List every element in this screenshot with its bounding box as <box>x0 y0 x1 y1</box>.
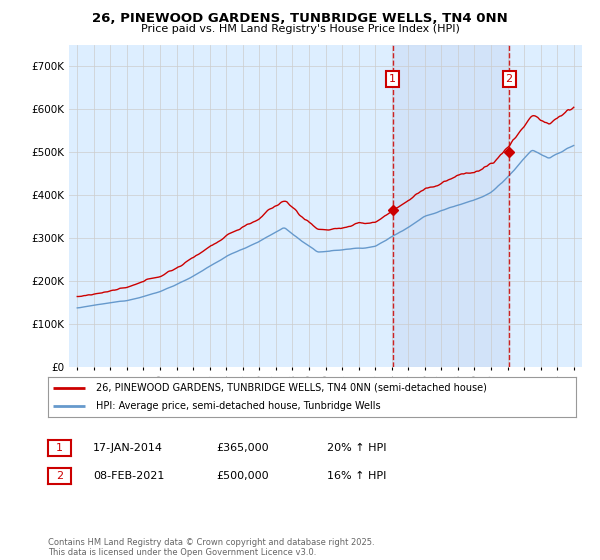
Text: Contains HM Land Registry data © Crown copyright and database right 2025.
This d: Contains HM Land Registry data © Crown c… <box>48 538 374 557</box>
Text: Price paid vs. HM Land Registry's House Price Index (HPI): Price paid vs. HM Land Registry's House … <box>140 24 460 34</box>
Text: 1: 1 <box>56 443 63 453</box>
Text: 1: 1 <box>389 74 396 84</box>
Text: 26, PINEWOOD GARDENS, TUNBRIDGE WELLS, TN4 0NN (semi-detached house): 26, PINEWOOD GARDENS, TUNBRIDGE WELLS, T… <box>95 383 487 393</box>
Text: 26, PINEWOOD GARDENS, TUNBRIDGE WELLS, TN4 0NN: 26, PINEWOOD GARDENS, TUNBRIDGE WELLS, T… <box>92 12 508 25</box>
Text: 16% ↑ HPI: 16% ↑ HPI <box>327 471 386 481</box>
Text: 2: 2 <box>506 74 513 84</box>
Text: £500,000: £500,000 <box>216 471 269 481</box>
Bar <box>392 45 509 367</box>
Text: 20% ↑ HPI: 20% ↑ HPI <box>327 443 386 453</box>
Text: 17-JAN-2014: 17-JAN-2014 <box>93 443 163 453</box>
Text: HPI: Average price, semi-detached house, Tunbridge Wells: HPI: Average price, semi-detached house,… <box>95 402 380 411</box>
Text: £365,000: £365,000 <box>216 443 269 453</box>
Text: 2: 2 <box>56 471 63 481</box>
Text: 08-FEB-2021: 08-FEB-2021 <box>93 471 164 481</box>
